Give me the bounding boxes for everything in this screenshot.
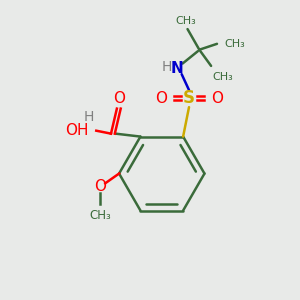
Text: S: S <box>183 89 195 107</box>
Text: CH₃: CH₃ <box>224 39 245 49</box>
Text: CH₃: CH₃ <box>176 16 196 26</box>
Text: O: O <box>155 91 167 106</box>
Text: O: O <box>94 179 106 194</box>
Text: N: N <box>171 61 184 76</box>
Text: O: O <box>113 91 125 106</box>
Text: H: H <box>84 110 94 124</box>
Text: CH₃: CH₃ <box>89 209 111 222</box>
Text: H: H <box>162 60 172 74</box>
Text: OH: OH <box>65 123 88 138</box>
Text: O: O <box>211 91 223 106</box>
Text: CH₃: CH₃ <box>213 72 233 82</box>
